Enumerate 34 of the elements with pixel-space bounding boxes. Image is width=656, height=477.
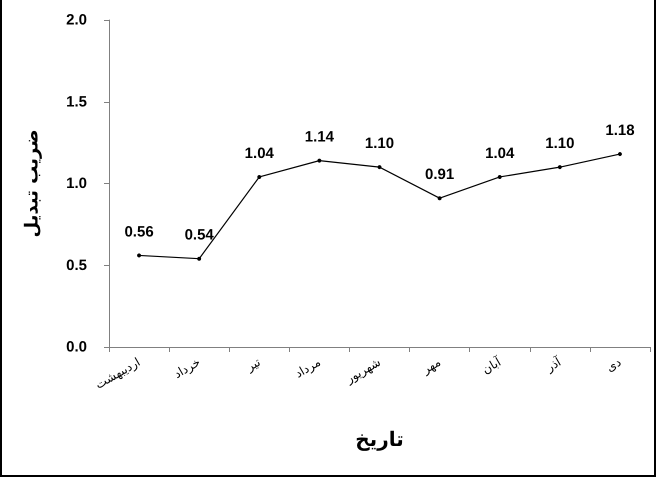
x-axis-title: تاریخ (355, 427, 404, 451)
point (197, 256, 202, 261)
data-label: 1.04 (485, 144, 515, 162)
x-tick-label: دی (604, 354, 624, 374)
x-tick-label: اردیبهشت (92, 354, 143, 392)
x-tick-label: خرداد (171, 354, 203, 382)
point (438, 196, 442, 200)
y-axis-title: ضریب تبدیل (22, 130, 42, 238)
point (137, 253, 142, 258)
y-tick-label: 0.0 (66, 338, 87, 356)
x-tick-label: شهریور (342, 354, 383, 386)
y-tick-label: 0.5 (66, 256, 87, 274)
data-label: 1.14 (304, 128, 335, 146)
x-tick-label: مرداد (292, 354, 323, 381)
data-label: 1.04 (244, 144, 275, 162)
y-tick-label: 2.0 (66, 12, 87, 28)
data-label: 1.10 (364, 135, 394, 152)
x-tick-label: آذر (542, 354, 564, 375)
y-tick-label: 1.0 (66, 175, 87, 192)
point (317, 158, 322, 163)
point (618, 152, 622, 156)
data-label: 1.18 (605, 122, 635, 140)
y-tick-label: 1.5 (66, 93, 87, 110)
data-label: 0.56 (124, 223, 154, 240)
data-label: 0.54 (184, 226, 214, 244)
x-tick-label: مهر (419, 354, 444, 377)
point (378, 165, 382, 170)
data-label: 0.91 (425, 166, 454, 184)
point (498, 174, 502, 179)
point (558, 165, 562, 170)
data-label: 1.10 (545, 135, 574, 152)
point (257, 174, 262, 179)
x-tick-label: تیر (243, 354, 263, 374)
x-tick-label: آبان (479, 354, 504, 377)
